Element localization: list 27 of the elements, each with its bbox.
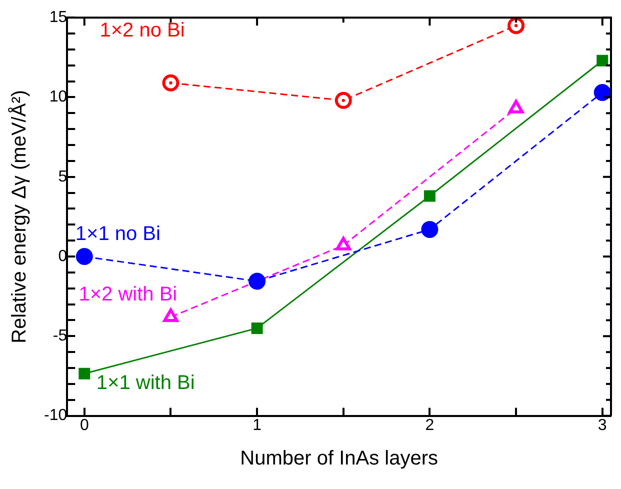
x-tick-label: 0 [80,416,89,434]
series-label: 1×2 with Bi [78,284,178,306]
y-axis-title: Relative energy Δγ (meV/Å²) [8,90,31,344]
point [251,322,263,334]
x-tick-label: 3 [598,416,607,434]
y-tick-label: 5 [58,168,68,186]
x-tick-label: 2 [425,416,434,434]
point [163,308,178,322]
point [421,220,438,238]
text: 1×2 no Bi [100,19,185,42]
x-axis-title: Number of InAs layers [240,448,438,470]
point [424,190,436,202]
point [162,74,180,92]
point [508,18,525,34]
point [248,272,266,290]
series-label: 1×1 no Bi [75,223,160,246]
series-label: 1×1 with Bi [96,372,195,394]
y-tick-label: -5 [52,328,68,345]
point [596,54,608,66]
point [594,84,611,101]
y-tick-label: -10 [44,407,68,424]
y-tick-label: 15 [49,9,68,26]
point [334,92,352,109]
point [76,248,93,266]
y-tick-label: 10 [49,88,68,106]
point [78,368,90,380]
x-tick-label: 1 [252,416,262,434]
